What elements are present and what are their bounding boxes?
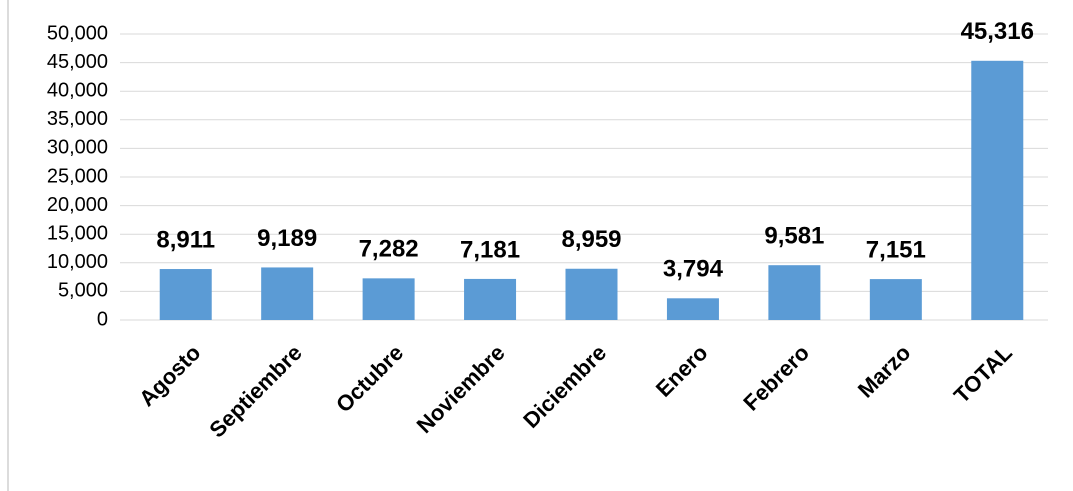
y-tick-label: 30,000 [47, 137, 108, 159]
x-tick-label: Marzo [853, 340, 916, 403]
x-tick-label: Octubre [331, 340, 408, 417]
value-label: 7,282 [359, 236, 419, 263]
bar [869, 279, 922, 320]
x-tick-label: Enero [651, 340, 713, 402]
y-tick-label: 0 [97, 308, 108, 330]
bar [159, 269, 212, 320]
x-tick-label: Febrero [738, 340, 814, 416]
x-tick-label: Diciembre [518, 340, 611, 433]
value-label: 8,959 [561, 226, 621, 253]
x-tick-label: Septiembre [204, 340, 306, 442]
value-label: 9,189 [257, 225, 317, 252]
x-tick-label: Noviembre [412, 340, 510, 438]
x-tick-label: TOTAL [949, 340, 1017, 408]
y-tick-label: 35,000 [47, 108, 108, 130]
value-label: 8,911 [156, 226, 215, 253]
x-tick-label: Agosto [134, 340, 205, 411]
bar [464, 278, 517, 320]
value-label: 3,794 [663, 256, 724, 283]
y-tick-label: 5,000 [58, 280, 108, 302]
y-tick-label: 15,000 [47, 222, 108, 244]
bar [971, 60, 1024, 320]
value-label: 7,151 [866, 236, 926, 263]
bar [666, 298, 719, 320]
y-tick-label: 10,000 [47, 251, 108, 273]
value-label: 7,181 [460, 236, 520, 263]
value-label: 9,581 [764, 223, 824, 250]
y-tick-label: 50,000 [47, 22, 108, 44]
y-tick-label: 20,000 [47, 194, 108, 216]
bar [362, 278, 415, 320]
value-label: 45,316 [961, 18, 1034, 45]
bar [261, 267, 314, 320]
bar [768, 265, 821, 320]
y-tick-label: 40,000 [47, 79, 108, 101]
y-tick-label: 25,000 [47, 165, 108, 187]
y-tick-label: 45,000 [47, 51, 108, 73]
bar [565, 268, 618, 320]
